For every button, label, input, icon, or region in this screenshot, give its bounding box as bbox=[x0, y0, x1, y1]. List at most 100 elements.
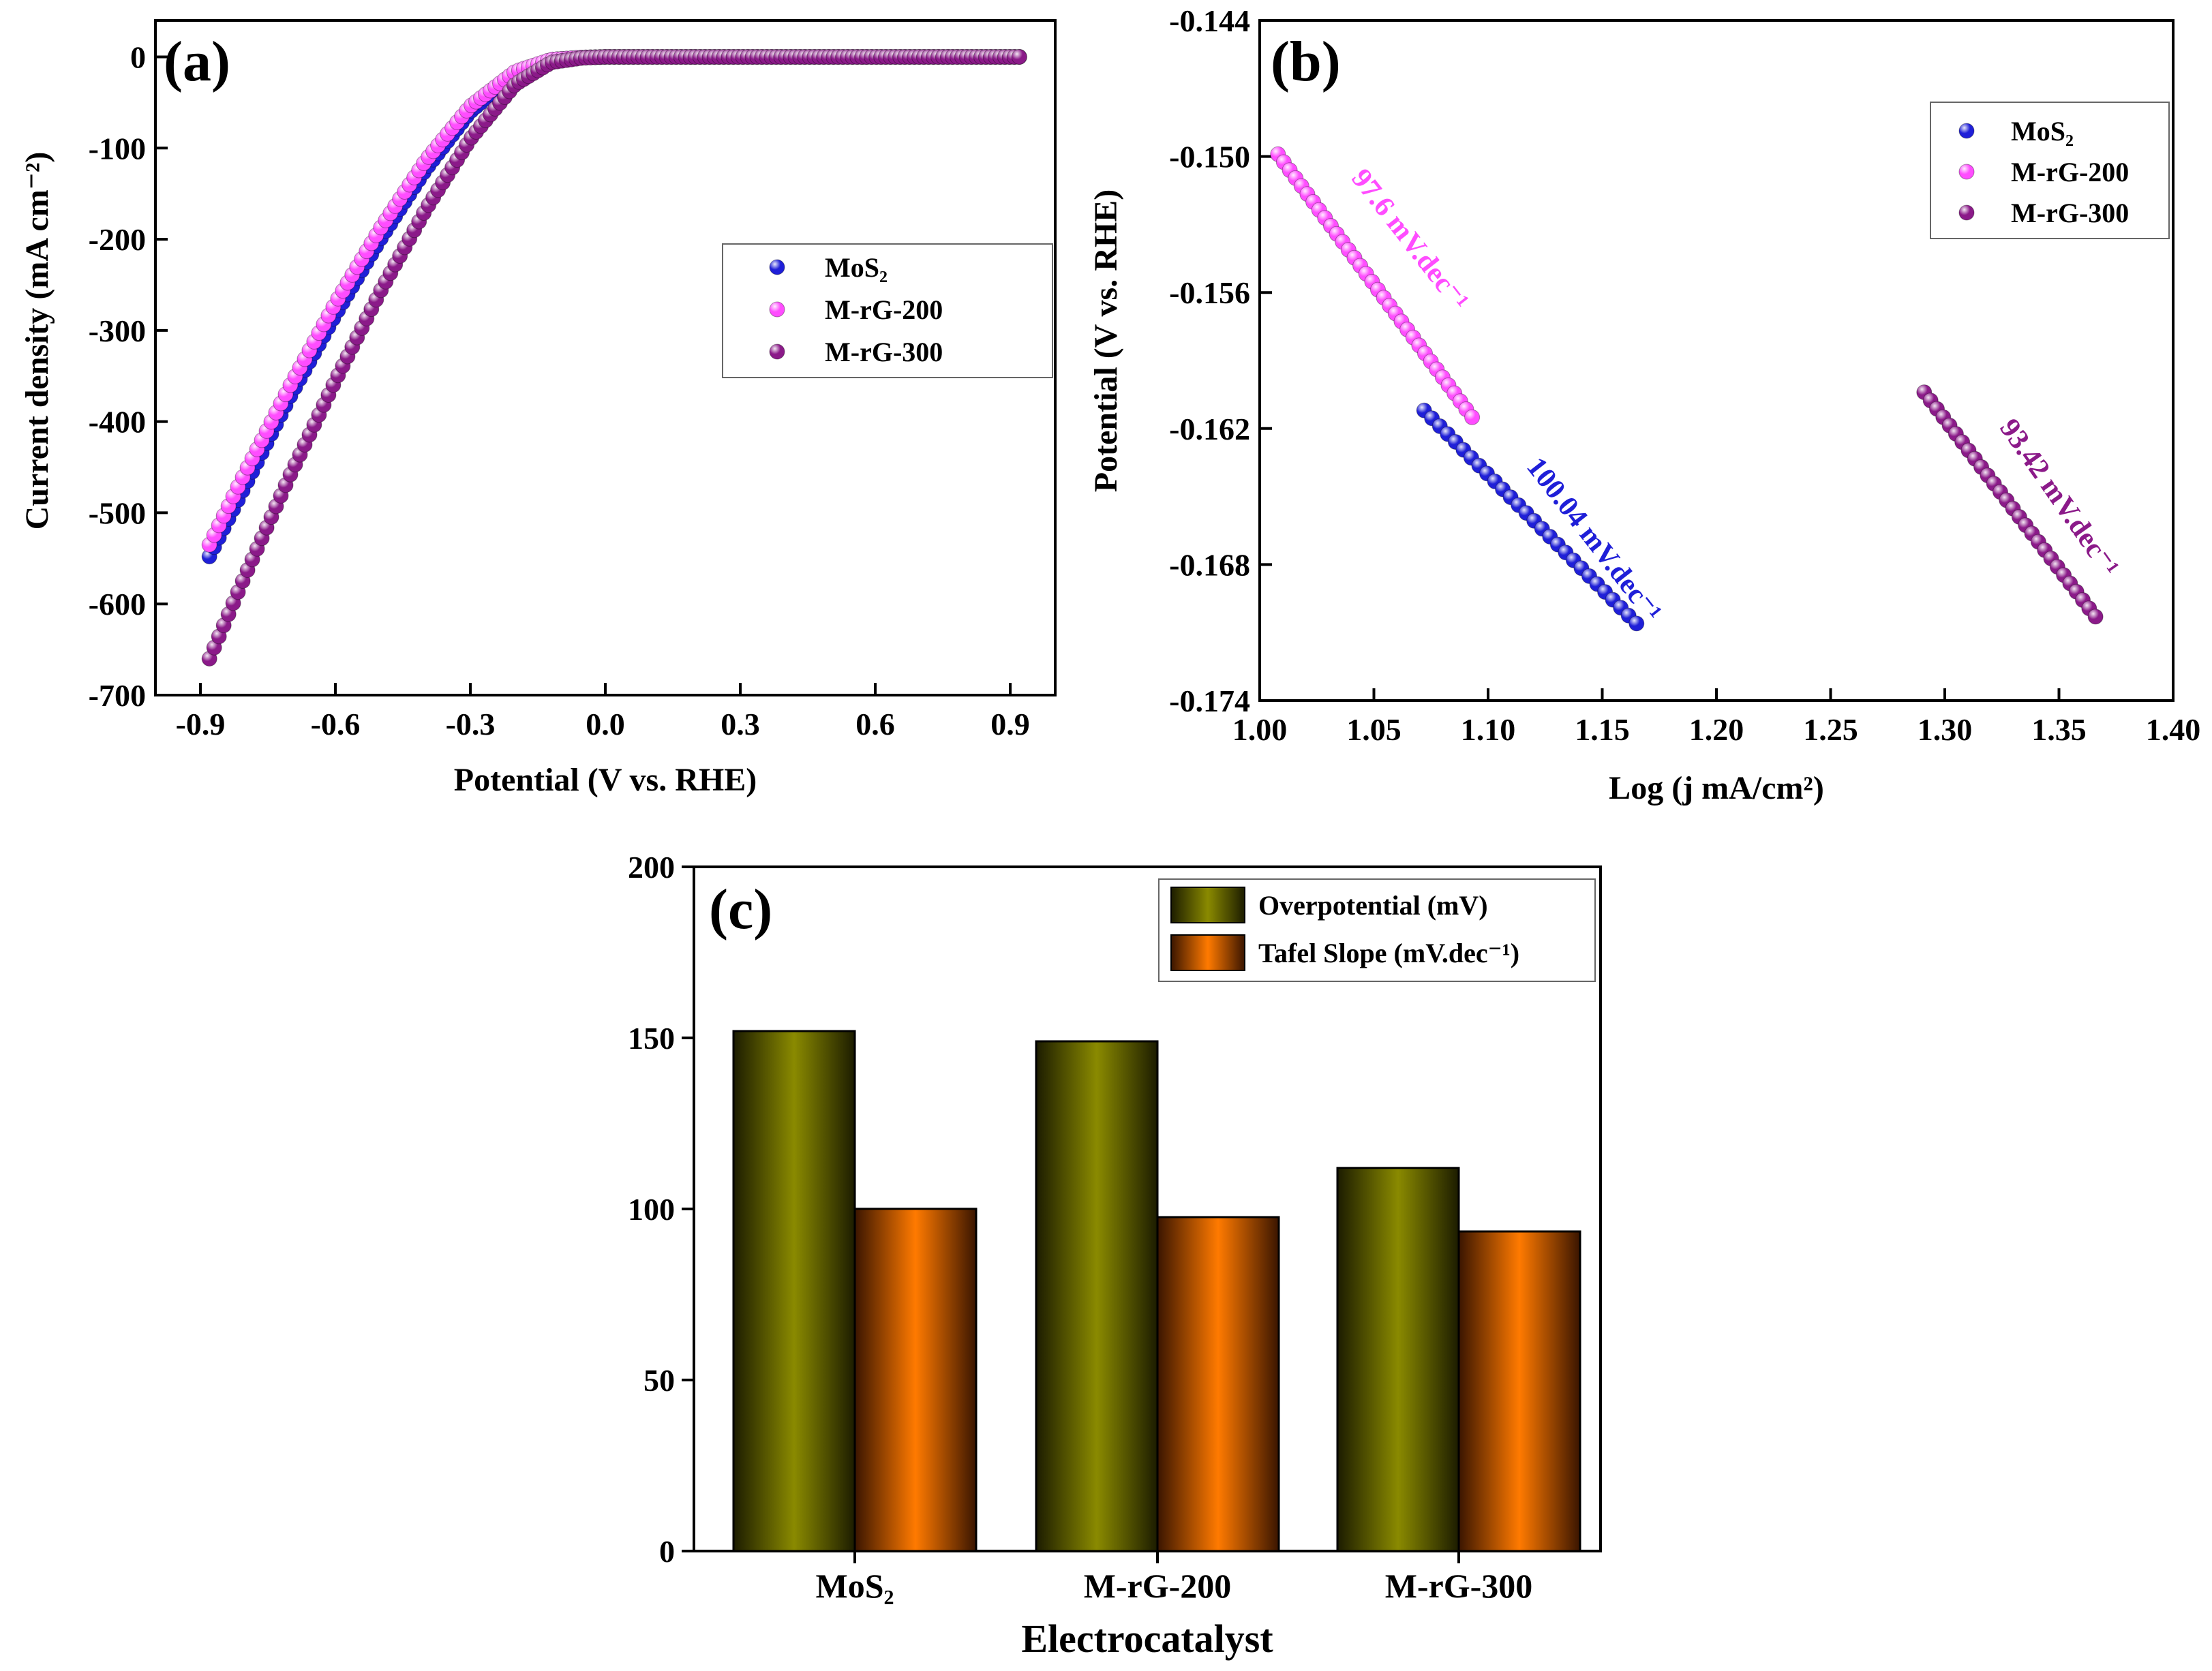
a-ytick-label-2: -200 bbox=[89, 222, 146, 257]
panel-c-xlabel: Electrocatalyst bbox=[1021, 1616, 1273, 1661]
panel-a-series bbox=[201, 49, 1027, 666]
c-xtick-label-2: M-rG-300 bbox=[1385, 1567, 1533, 1605]
a-legend-label-1: M-rG-200 bbox=[825, 294, 943, 325]
c-xtick-label-1: M-rG-200 bbox=[1084, 1567, 1232, 1605]
a-point-2-170 bbox=[1011, 49, 1027, 65]
b-legend-marker-2 bbox=[1958, 204, 1975, 221]
c-bar-2-1 bbox=[1457, 1230, 1581, 1552]
a-ytick-label-1: -100 bbox=[89, 131, 146, 166]
a-xtick-label-0: -0.9 bbox=[176, 707, 226, 741]
panel-c-label: (c) bbox=[709, 878, 772, 941]
b-ytick-label-5: -0.174 bbox=[1169, 684, 1250, 718]
b-legend-marker-0 bbox=[1958, 123, 1975, 139]
b-point-2-27-shine bbox=[2088, 609, 2104, 624]
a-xtick-label-1: -0.6 bbox=[311, 707, 361, 741]
panel-c-legend: Overpotential (mV) Tafel Slope (mV.dec⁻¹) bbox=[1158, 878, 1596, 982]
b-legend-marker-2-shine bbox=[1959, 205, 1974, 220]
c-ytick-label-3: 150 bbox=[628, 1021, 675, 1056]
b-ytick-label-3: -0.162 bbox=[1169, 412, 1250, 446]
panel-a-xlabel: Potential (V vs. RHE) bbox=[454, 762, 757, 798]
b-annotation-0: 100.04 mV.dec⁻¹ bbox=[1520, 452, 1667, 628]
panel-a-x-ticks: -0.9 -0.6 -0.3 0.0 0.3 0.6 0.9 bbox=[176, 683, 1030, 741]
a-xtick-label-2: -0.3 bbox=[446, 707, 496, 741]
b-legend-marker-0-shine bbox=[1959, 123, 1974, 138]
a-legend-marker-1-shine bbox=[770, 302, 785, 317]
b-xtick-label-0: 1.00 bbox=[1232, 712, 1288, 747]
b-point-0-27-shine bbox=[1628, 615, 1644, 631]
b-ytick-label-1: -0.150 bbox=[1169, 140, 1250, 174]
a-legend-marker-2-shine bbox=[770, 344, 785, 359]
panel-b-x-ticks: 1.00 1.05 1.10 1.15 1.20 1.25 1.30 1.35 1.40 bbox=[1232, 688, 2201, 747]
c-bar-2-0 bbox=[1336, 1167, 1460, 1552]
a-ytick-label-0: 0 bbox=[130, 40, 146, 75]
panel-b-legend: MoS₂ M-rG-200 M-rG-300 bbox=[1930, 102, 2170, 239]
c-legend-label-0: Overpotential (mV) bbox=[1258, 890, 1488, 921]
a-legend-marker-1 bbox=[769, 301, 785, 318]
b-legend-marker-1-shine bbox=[1959, 164, 1974, 179]
panel-a-ylabel: Current density (mA cm⁻²) bbox=[19, 152, 55, 530]
panel-c-x-ticks: MoS₂ M-rG-200 M-rG-300 bbox=[816, 1551, 1533, 1605]
c-ytick-label-1: 50 bbox=[643, 1363, 675, 1398]
a-xtick-label-5: 0.6 bbox=[855, 707, 895, 741]
b-xtick-label-4: 1.20 bbox=[1689, 712, 1744, 747]
panel-a-legend: MoS₂ M-rG-200 M-rG-300 bbox=[722, 243, 1053, 378]
b-legend-label-1: M-rG-200 bbox=[2011, 157, 2129, 187]
panel-b-xlabel: Log (j mA/cm²) bbox=[1609, 770, 1824, 806]
b-point-0-27 bbox=[1628, 615, 1645, 632]
panel-b-label: (b) bbox=[1271, 30, 1341, 93]
b-xtick-label-1: 1.05 bbox=[1346, 712, 1402, 747]
panel-a-label: (a) bbox=[164, 30, 230, 93]
c-ytick-label-2: 100 bbox=[628, 1192, 675, 1227]
a-xtick-label-6: 0.9 bbox=[990, 707, 1030, 741]
b-ytick-label-2: -0.156 bbox=[1169, 275, 1250, 310]
c-bar-1-0 bbox=[1035, 1040, 1159, 1552]
c-legend-swatch-0 bbox=[1170, 887, 1245, 923]
c-xtick-label-0: MoS₂ bbox=[816, 1567, 894, 1605]
panel-b-series bbox=[1270, 146, 2104, 632]
a-legend-marker-2 bbox=[769, 343, 785, 360]
b-annotation-1: 97.6 mV.dec⁻¹ bbox=[1345, 163, 1474, 316]
panel-c-bars bbox=[732, 1030, 1581, 1552]
b-point-2-27 bbox=[2087, 609, 2104, 625]
panel-a-y-ticks: 0 -100 -200 -300 -400 -500 -600 -700 bbox=[89, 40, 168, 713]
a-ytick-label-6: -600 bbox=[89, 587, 146, 622]
a-ytick-label-7: -700 bbox=[89, 678, 146, 713]
b-legend-label-2: M-rG-300 bbox=[2011, 198, 2129, 228]
b-xtick-label-8: 1.40 bbox=[2146, 712, 2201, 747]
a-series-2 bbox=[201, 49, 1027, 666]
b-xtick-label-6: 1.30 bbox=[1918, 712, 1973, 747]
c-bar-0-0 bbox=[732, 1030, 856, 1552]
a-point-1-3 bbox=[215, 508, 232, 524]
b-legend-label-0: MoS₂ bbox=[2011, 116, 2074, 147]
b-point-1-33 bbox=[1464, 409, 1481, 425]
c-ytick-label-0: 0 bbox=[659, 1534, 675, 1569]
b-xtick-label-2: 1.10 bbox=[1461, 712, 1516, 747]
panel-b-ylabel: Potential (V vs. RHE) bbox=[1088, 189, 1124, 492]
panel-c-y-ticks: 0 50 100 150 200 bbox=[628, 850, 694, 1569]
a-xtick-label-4: 0.3 bbox=[721, 707, 760, 741]
c-bar-1-1 bbox=[1156, 1216, 1280, 1552]
b-series-0 bbox=[1416, 402, 1645, 632]
a-ytick-label-5: -500 bbox=[89, 495, 146, 530]
a-legend-marker-0-shine bbox=[770, 260, 785, 275]
a-point-2-5 bbox=[225, 595, 241, 611]
b-point-1-33-shine bbox=[1464, 410, 1480, 425]
c-ytick-label-4: 200 bbox=[628, 850, 675, 885]
panel-a: -0.9 -0.6 -0.3 0.0 0.3 0.6 0.9 0 -100 -200 -300 -4… bbox=[19, 19, 1057, 798]
a-ytick-label-3: -300 bbox=[89, 313, 146, 348]
c-legend-swatch-1 bbox=[1170, 934, 1245, 971]
a-xtick-label-3: 0.0 bbox=[586, 707, 625, 741]
b-series-1 bbox=[1270, 146, 1481, 425]
panel-c: 0 50 100 150 200 MoS₂ M-rG-200 M-rG-300 (c) El… bbox=[628, 850, 1602, 1661]
a-legend-label-2: M-rG-300 bbox=[825, 337, 943, 367]
panel-b-y-ticks: -0.144 -0.150 -0.156 -0.162 -0.168 -0.174 bbox=[1169, 3, 1272, 718]
a-point-2-170-shine bbox=[1012, 49, 1027, 65]
b-xtick-label-5: 1.25 bbox=[1803, 712, 1858, 747]
a-legend-label-0: MoS₂ bbox=[825, 252, 888, 283]
c-legend-label-1: Tafel Slope (mV.dec⁻¹) bbox=[1258, 938, 1519, 968]
b-ytick-label-0: -0.144 bbox=[1169, 3, 1250, 38]
a-point-2-44 bbox=[411, 213, 427, 230]
panel-b: 1.00 1.05 1.10 1.15 1.20 1.25 1.30 1.35 1.40 -0.… bbox=[1088, 3, 2200, 806]
b-xtick-label-3: 1.15 bbox=[1575, 712, 1630, 747]
